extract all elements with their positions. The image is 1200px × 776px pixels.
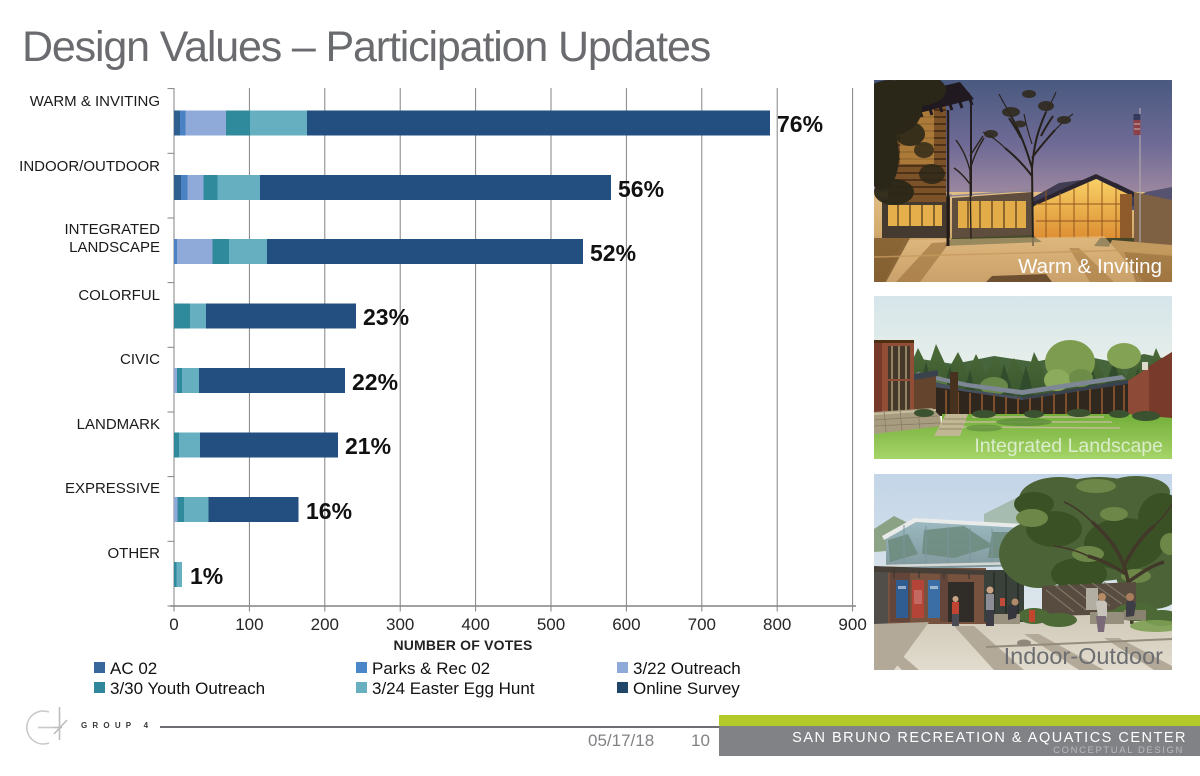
svg-text:Indoor-Outdoor: Indoor-Outdoor	[1004, 643, 1164, 669]
svg-text:Integrated Landscape: Integrated Landscape	[974, 435, 1163, 457]
svg-text:Warm & Inviting: Warm & Inviting	[1018, 255, 1162, 278]
